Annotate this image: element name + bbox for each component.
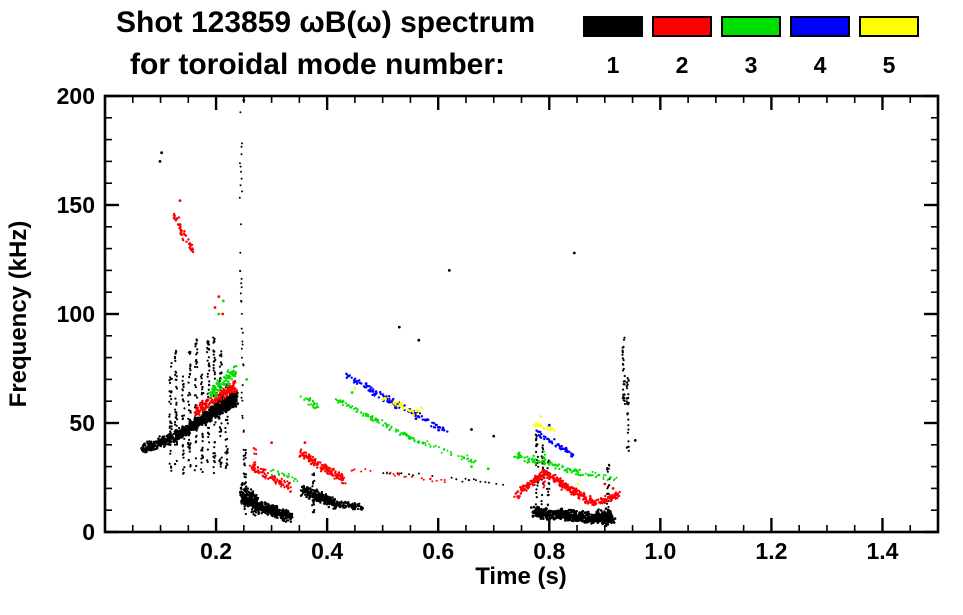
x-axis-title: Time (s) <box>475 563 567 590</box>
svg-text:1.0: 1.0 <box>644 538 676 564</box>
svg-text:150: 150 <box>57 192 95 218</box>
series-n2 <box>172 199 621 507</box>
legend-swatch-3 <box>721 16 781 37</box>
svg-text:0.6: 0.6 <box>422 538 454 564</box>
svg-text:1.4: 1.4 <box>866 538 898 564</box>
legend-swatch-1 <box>583 16 643 37</box>
axes: 0.2 0.4 0.6 0.8 1.0 1.2 1.4 0 50 100 150 200 <box>57 83 940 564</box>
legend-label-3: 3 <box>744 52 758 78</box>
series-n5 <box>353 386 580 486</box>
legend-label-2: 2 <box>675 52 689 78</box>
series-n4 <box>345 372 575 458</box>
legend-label-5: 5 <box>882 52 896 78</box>
legend-swatch-2 <box>652 16 712 37</box>
data-points <box>140 99 637 527</box>
series-n3 <box>207 299 618 483</box>
y-axis-title: Frequency (kHz) <box>5 221 32 408</box>
svg-text:100: 100 <box>57 301 95 327</box>
plot-title: Shot 123859 ωB(ω) spectrum <box>116 6 536 39</box>
legend-label-1: 1 <box>606 52 620 78</box>
svg-text:50: 50 <box>69 410 95 436</box>
svg-text:0.4: 0.4 <box>311 538 343 564</box>
legend-swatch-4 <box>790 16 850 37</box>
legend-mode-numbers: 1 2 3 4 5 <box>583 52 919 79</box>
svg-text:200: 200 <box>57 83 95 109</box>
svg-text:0.8: 0.8 <box>533 538 565 564</box>
legend-swatches <box>583 16 919 37</box>
series-n1 <box>140 99 637 527</box>
svg-text:0.2: 0.2 <box>200 538 232 564</box>
legend-label-4: 4 <box>813 52 827 78</box>
legend-swatch-5 <box>859 16 919 37</box>
svg-text:1.2: 1.2 <box>755 538 787 564</box>
plot-subtitle: for toroidal mode number: <box>130 48 505 81</box>
svg-text:0: 0 <box>82 519 95 545</box>
